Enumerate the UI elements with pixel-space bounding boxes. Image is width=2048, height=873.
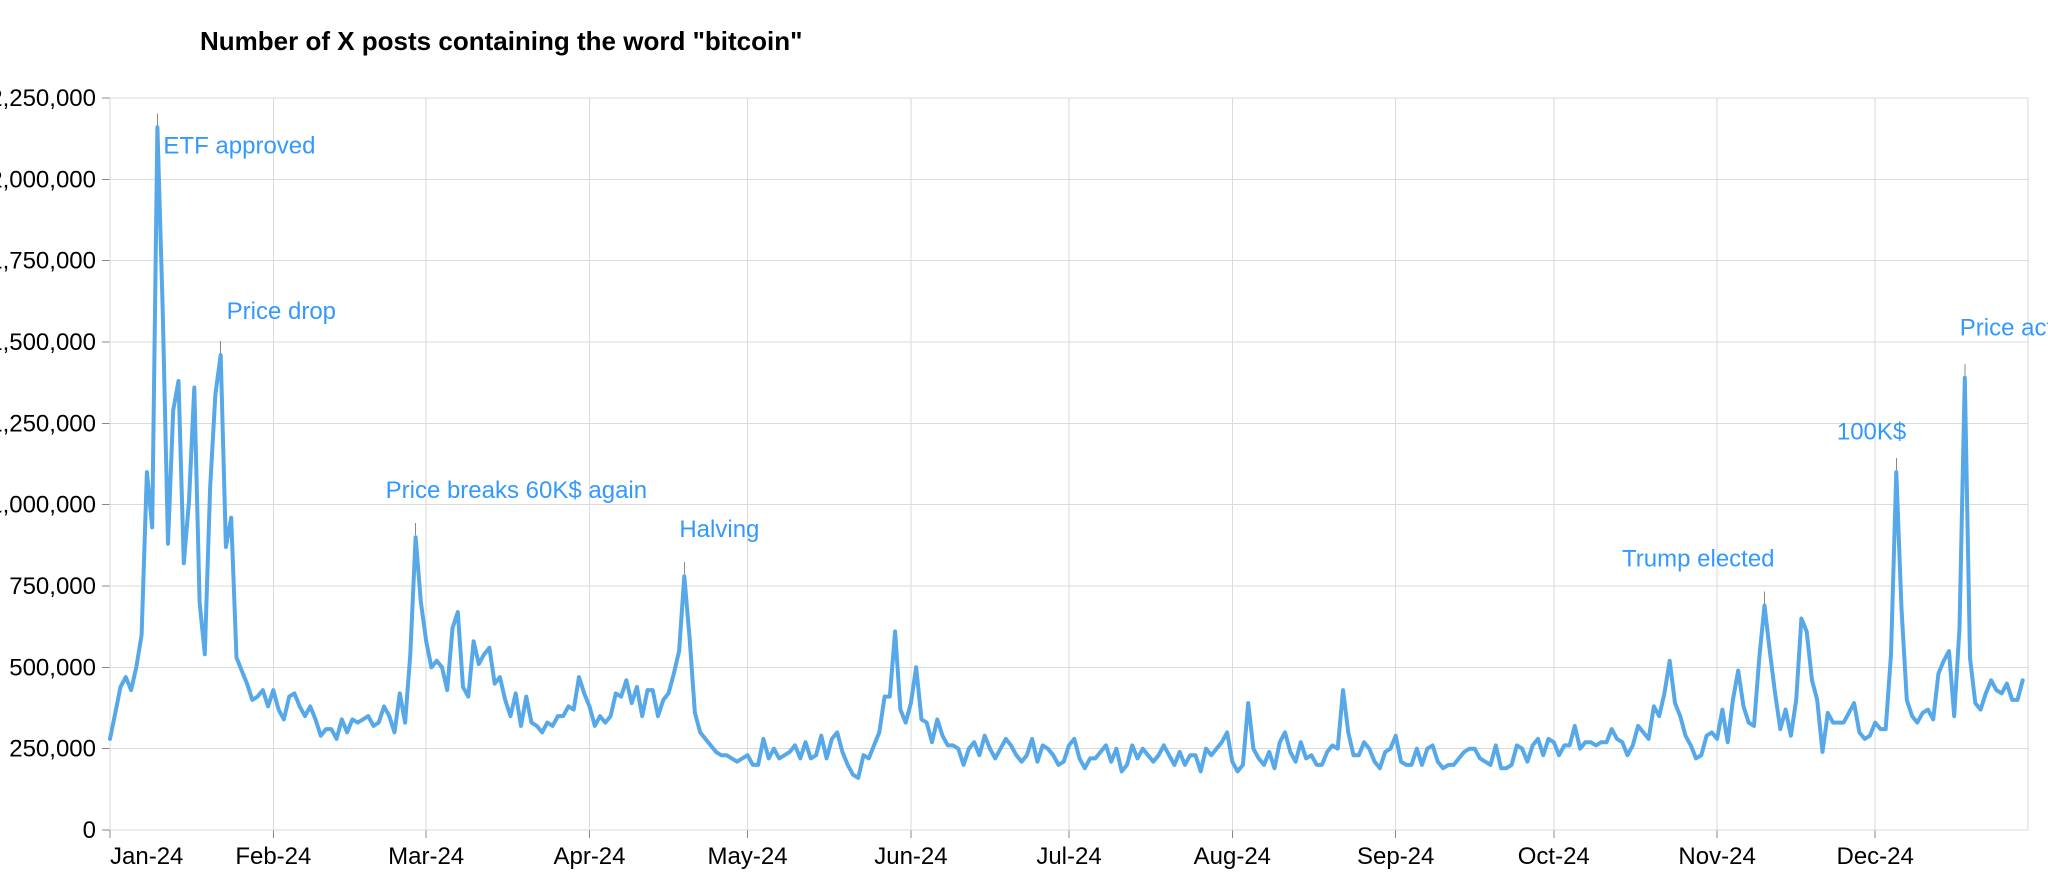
chart-annotation: Price breaks 60K$ again (386, 477, 647, 504)
x-tick-label: Jun-24 (874, 843, 947, 870)
x-tick-label: Mar-24 (388, 843, 464, 870)
chart-title: Number of X posts containing the word "b… (200, 26, 802, 56)
chart-annotation: 100K$ (1837, 419, 1906, 446)
y-tick-label: 1,000,000 (0, 492, 96, 519)
chart-container: Number of X posts containing the word "b… (0, 0, 2048, 873)
y-tick-label: 2,250,000 (0, 85, 96, 112)
y-tick-label: 1,750,000 (0, 248, 96, 275)
y-tick-label: 1,500,000 (0, 329, 96, 356)
chart-annotation: Price drop (227, 298, 336, 325)
x-tick-label: Apr-24 (553, 843, 625, 870)
x-tick-label: Aug-24 (1194, 843, 1271, 870)
x-tick-label: Sep-24 (1357, 843, 1434, 870)
x-tick-label: Nov-24 (1678, 843, 1755, 870)
chart-annotation: ETF approved (163, 132, 315, 159)
chart-annotation: Trump elected (1622, 545, 1775, 572)
x-tick-label: Dec-24 (1837, 843, 1914, 870)
chart-annotation: Halving (679, 516, 759, 543)
x-tick-label: Feb-24 (235, 843, 311, 870)
x-tick-label: Oct-24 (1518, 843, 1590, 870)
chart-annotation: Price action (1960, 314, 2048, 341)
y-tick-label: 2,000,000 (0, 166, 96, 193)
y-tick-label: 500,000 (9, 654, 96, 681)
y-tick-label: 750,000 (9, 573, 96, 600)
x-tick-label: May-24 (708, 843, 788, 870)
y-tick-label: 250,000 (9, 736, 96, 763)
x-tick-label: Jul-24 (1036, 843, 1101, 870)
y-tick-label: 0 (83, 817, 96, 844)
x-tick-label: Jan-24 (110, 843, 183, 870)
series-line-bitcoin-posts (110, 127, 2023, 778)
y-tick-label: 1,250,000 (0, 410, 96, 437)
line-chart: Number of X posts containing the word "b… (0, 0, 2048, 873)
